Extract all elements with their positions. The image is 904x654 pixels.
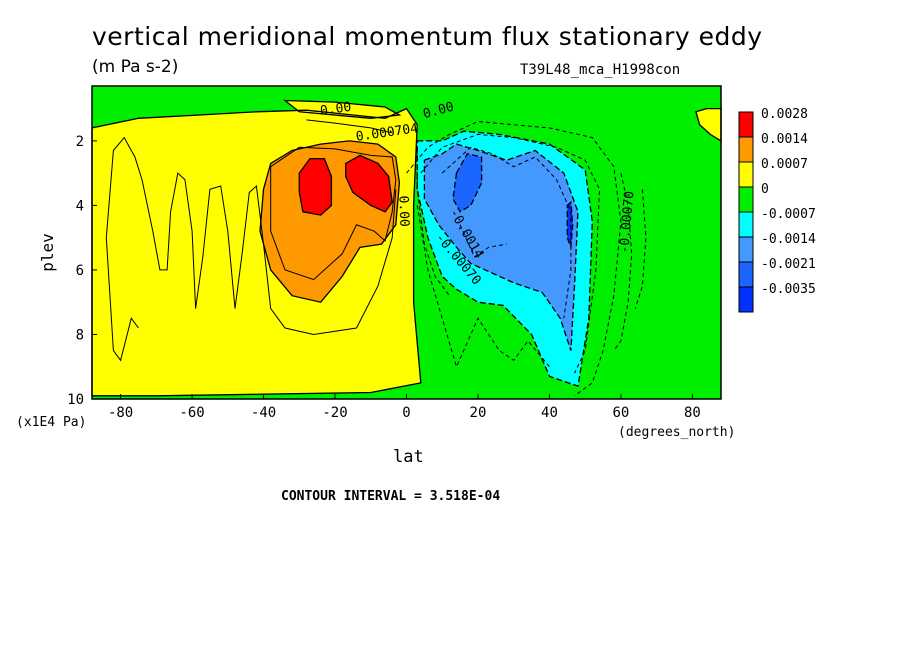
legend-swatch [738,211,754,238]
contour-label: -0.00070 [617,190,637,254]
contour-line-11 [634,189,647,309]
contour-line-6 [416,205,550,369]
contour-label: 0.00 [395,195,411,227]
x-axis-label: lat [393,447,424,467]
x-tick-label: -60 [179,405,204,421]
legend-label: -0.0021 [761,257,816,272]
legend-label: -0.0014 [761,232,816,247]
legend-swatch [738,161,754,188]
region-top-yellow-strip [285,100,400,119]
x-tick-label: 0 [402,405,410,421]
contour-line-7 [416,150,450,296]
region-sh-positive-red-b [345,155,393,212]
contour-line-3 [270,146,397,281]
legend-swatch [738,286,754,313]
y-tick-label: 8 [76,327,84,343]
y-tick-label: 2 [76,134,84,150]
legend-label: 0 [761,182,769,197]
region-outline-nh-negative-cyan [416,130,593,387]
contour-line-9 [459,224,507,258]
contour-line-1 [112,317,139,362]
region-sh-positive-red-a [299,158,332,216]
region-outline-nh-negative-deep [452,153,483,213]
y-axis-units: (x1E4 Pa) [16,415,87,430]
run-name: T39L48_mca_H1998con [520,62,681,78]
x-tick-label: 80 [684,405,701,421]
y-tick-label: 6 [76,263,84,279]
contour-line-4 [406,120,622,397]
legend-label: -0.0007 [761,207,816,222]
x-axis-units: (degrees_north) [618,425,736,440]
contour-line-10 [613,172,633,351]
contour-line-5 [420,133,601,374]
region-outline-nh-negative-deep-b [566,200,574,248]
x-tick-label: -80 [108,405,133,421]
region-outline-sh-positive-red-a [298,157,333,216]
y-tick-label: 10 [67,392,84,408]
x-tick-label: -40 [251,405,276,421]
legend-label: 0.0014 [761,132,808,147]
contour-interval: CONTOUR INTERVAL = 3.518E-04 [281,489,501,504]
x-tick-label: 20 [470,405,487,421]
region-nh-negative-deep [453,153,482,212]
chart-title: vertical meridional momentum flux statio… [92,22,763,51]
region-outline-top-yellow-strip [283,99,402,119]
x-tick-label: -20 [322,405,347,421]
contour-line-0 [105,136,397,351]
legend-swatch [738,236,754,263]
region-outline-sh-positive-orange [259,140,401,303]
contour-line-8 [441,146,572,319]
legend-label: 0.0007 [761,157,808,172]
region-nh-positive-small [696,108,721,141]
region-outline-sh-positive-red-b [345,154,393,213]
contour-line-2 [306,119,393,134]
x-tick-label: 60 [613,405,630,421]
region-outline-sh-positive-yellow [91,107,422,397]
legend-label: -0.0035 [761,282,816,297]
legend-swatch [738,111,754,138]
legend-swatch [738,186,754,213]
x-tick-label: 40 [541,405,558,421]
region-outline-nh-negative-blue [423,143,579,351]
chart-units: (m Pa s-2) [92,57,179,77]
y-tick-label: 4 [76,198,84,214]
legend-label: 0.0028 [761,107,808,122]
legend-swatch [738,136,754,163]
contour-label: 0.00 [319,100,352,119]
legend-swatch [738,261,754,288]
